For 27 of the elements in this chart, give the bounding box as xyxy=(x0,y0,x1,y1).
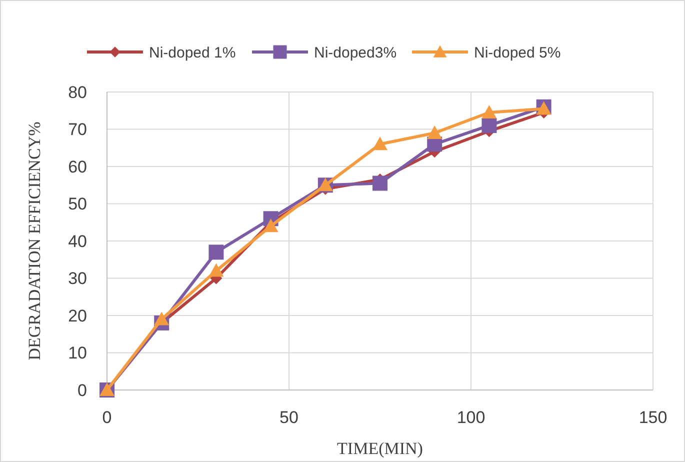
x-tick-label: 100 xyxy=(456,408,486,427)
legend-label: Ni-doped 5% xyxy=(474,44,561,62)
x-tick-label: 150 xyxy=(638,408,668,427)
point xyxy=(482,118,497,134)
y-tick-label: 80 xyxy=(68,82,87,102)
point xyxy=(427,125,442,139)
point xyxy=(372,176,388,191)
x-tick-label: 0 xyxy=(102,408,112,427)
y-tick-label: 50 xyxy=(68,194,87,214)
y-tick-label: 60 xyxy=(68,157,87,176)
x-tick-label: 50 xyxy=(280,408,298,427)
y-tick-label: 70 xyxy=(68,120,87,140)
y-tick-label: 20 xyxy=(68,306,87,326)
y-tick-label: 0 xyxy=(78,380,87,400)
point xyxy=(208,244,224,260)
point xyxy=(154,312,170,326)
y-tick-label: 40 xyxy=(68,232,87,251)
y-axis-title: DEGRADATION EFFICIENCY% xyxy=(25,122,44,360)
y-tick-label: 30 xyxy=(68,269,87,288)
point xyxy=(263,218,278,232)
legend-label: Ni-doped 1% xyxy=(149,44,236,62)
y-tick-label: 10 xyxy=(68,344,87,363)
point xyxy=(208,263,224,277)
point xyxy=(372,136,388,150)
x-axis-title: TIME(MIN) xyxy=(337,439,423,458)
legend-label: Ni-doped3% xyxy=(314,44,397,62)
point xyxy=(482,104,497,118)
